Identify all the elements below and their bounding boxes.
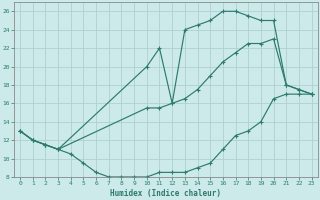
X-axis label: Humidex (Indice chaleur): Humidex (Indice chaleur) bbox=[110, 189, 221, 198]
